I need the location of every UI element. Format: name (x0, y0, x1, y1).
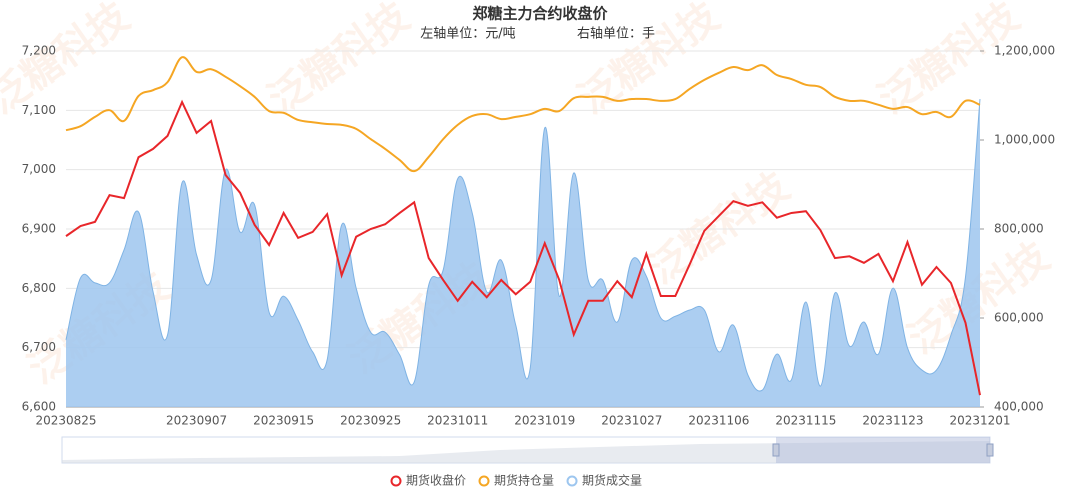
legend-marker (566, 475, 578, 487)
x-tick-label: 20230925 (340, 414, 401, 428)
watermark: 泛糖科技 (870, 0, 1027, 123)
x-tick-label: 20230915 (253, 414, 314, 428)
y-tick-label: 7,100 (22, 103, 56, 117)
legend: 期货收盘价 期货持仓量 期货成交量 (390, 473, 642, 488)
x-tick-label: 20231011 (427, 414, 488, 428)
watermark: 泛糖科技 (0, 0, 138, 123)
series-line (65, 56, 981, 173)
y-tick-label: 6,900 (22, 222, 56, 236)
x-tick-label: 20231106 (688, 414, 749, 428)
watermark: 泛糖科技 (640, 164, 797, 293)
data-zoom[interactable] (61, 436, 994, 464)
x-tick-label: 20231027 (601, 414, 662, 428)
zoom-handle[interactable] (772, 443, 780, 457)
watermark: 泛糖科技 (260, 0, 417, 123)
volume-line (65, 99, 981, 392)
right-axis-unit: 右轴单位：手 (577, 27, 655, 42)
legend-marker (390, 475, 402, 487)
y2-tick-label: 1,200,000 (994, 44, 1055, 58)
legend-label: 期货持仓量 (494, 473, 554, 488)
x-tick-label: 20231123 (862, 414, 923, 428)
series-line (65, 99, 981, 396)
y-tick-label: 6,700 (22, 340, 56, 354)
legend-label: 期货成交量 (582, 473, 642, 488)
volume-area (66, 99, 980, 407)
y-tick-label: 7,200 (22, 44, 56, 58)
x-tick-label: 20231115 (775, 414, 836, 428)
y-tick-label: 7,000 (22, 162, 56, 176)
y2-tick-label: 400,000 (994, 400, 1044, 414)
y-tick-label: 6,800 (22, 281, 56, 295)
legend-label: 期货收盘价 (406, 473, 466, 488)
x-tick-label: 20231019 (514, 414, 575, 428)
left-axis-unit: 左轴单位：元/吨 (420, 27, 515, 42)
x-tick-label: 20231201 (949, 414, 1010, 428)
y-tick-label: 6,600 (22, 400, 56, 414)
zoom-preview (62, 441, 990, 463)
y2-tick-label: 800,000 (994, 222, 1044, 236)
chart-title: 郑糖主力合约收盘价 (472, 5, 608, 23)
legend-marker (478, 475, 490, 487)
zoom-window[interactable] (776, 437, 990, 463)
y2-tick-label: 1,000,000 (994, 133, 1055, 147)
y2-tick-label: 600,000 (994, 311, 1044, 325)
x-tick-label: 20230907 (166, 414, 227, 428)
x-tick-label: 20230825 (35, 414, 96, 428)
zoom-handle[interactable] (986, 443, 994, 457)
